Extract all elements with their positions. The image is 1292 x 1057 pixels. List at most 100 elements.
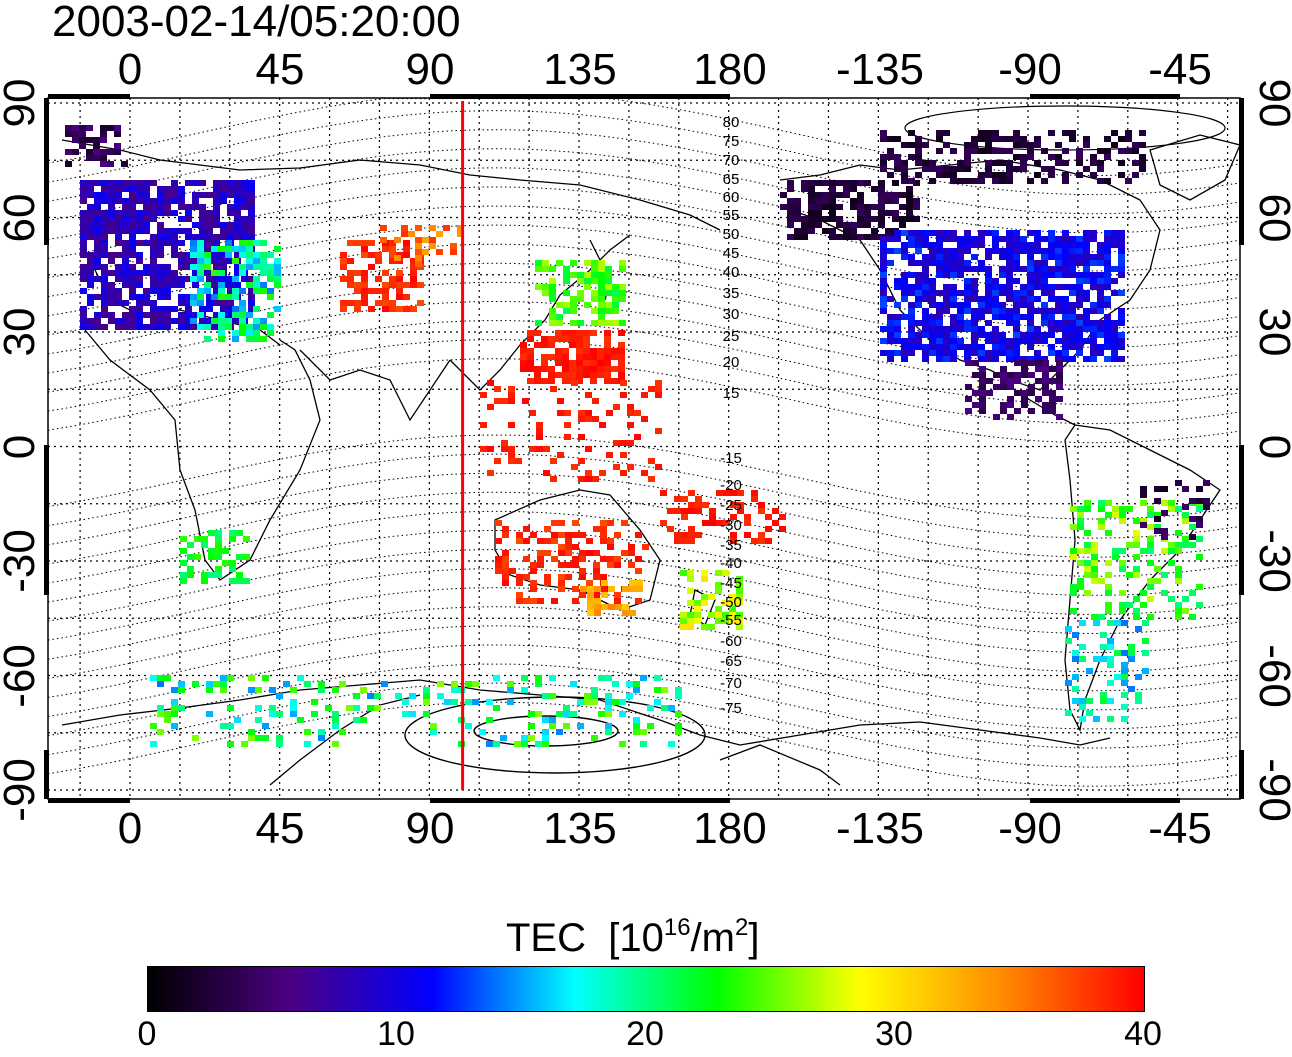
tec-patch — [957, 338, 964, 344]
tec-patch — [915, 296, 922, 302]
tec-patch — [260, 252, 267, 258]
tec-patch — [985, 296, 992, 302]
tec-patch — [541, 366, 548, 372]
tec-patch — [1090, 338, 1097, 344]
tec-patch — [530, 562, 537, 568]
tec-patch — [964, 356, 971, 362]
tec-patch — [572, 532, 579, 538]
tec-patch — [716, 520, 723, 526]
tec-patch — [353, 717, 360, 723]
tec-patch — [368, 240, 375, 246]
tec-patch — [541, 360, 548, 366]
tec-patch — [634, 434, 641, 440]
tec-patch — [178, 318, 185, 324]
tec-patch — [1062, 266, 1069, 272]
tec-patch — [1196, 516, 1203, 522]
tec-patch — [999, 266, 1006, 272]
tec-patch — [1055, 142, 1062, 148]
tec-patch — [1070, 554, 1077, 560]
tec-patch — [1083, 278, 1090, 284]
tec-patch — [409, 693, 416, 699]
tec-patch — [667, 508, 674, 514]
tec-patch — [957, 290, 964, 296]
tec-patch — [101, 240, 108, 246]
tec-patch — [192, 735, 199, 741]
tec-patch — [1140, 590, 1147, 596]
tec-patch — [985, 356, 992, 362]
tec-patch — [922, 320, 929, 326]
tec-patch — [584, 302, 591, 308]
tec-patch — [87, 282, 94, 288]
tec-patch — [687, 624, 694, 630]
tec-patch — [957, 166, 964, 172]
tec-patch — [241, 234, 248, 240]
coastline — [1149, 134, 1241, 201]
tec-patch — [1027, 254, 1034, 260]
tec-patch — [87, 210, 94, 216]
tec-patch — [1020, 290, 1027, 296]
tec-patch — [736, 582, 743, 588]
tec-patch — [1168, 560, 1175, 566]
tec-patch — [628, 544, 635, 550]
tec-patch — [880, 248, 887, 254]
tec-patch — [894, 160, 901, 166]
tec-patch — [150, 210, 157, 216]
tec-patch — [985, 272, 992, 278]
tec-patch — [101, 252, 108, 258]
tec-patch — [999, 314, 1006, 320]
tec-patch — [708, 594, 715, 600]
tec-patch — [1013, 242, 1020, 248]
tec-patch — [578, 458, 585, 464]
tec-patch — [597, 366, 604, 372]
tec-patch — [248, 294, 255, 300]
tec-patch — [157, 324, 164, 330]
tec-patch — [1175, 572, 1182, 578]
tec-patch — [864, 216, 871, 222]
tec-patch — [614, 598, 621, 604]
tec-patch — [150, 300, 157, 306]
tec-patch — [887, 136, 894, 142]
tec-patch — [1041, 308, 1048, 314]
tec-patch — [1006, 230, 1013, 236]
tec-patch — [157, 228, 164, 234]
tec-patch — [171, 210, 178, 216]
tec-patch — [429, 225, 436, 231]
tec-patch — [1076, 236, 1083, 242]
tec-patch — [86, 149, 93, 155]
tec-patch — [612, 302, 619, 308]
tec-patch — [936, 314, 943, 320]
tec-patch — [185, 300, 192, 306]
tec-patch — [100, 131, 107, 137]
tec-patch — [585, 446, 592, 452]
tec-patch — [1055, 160, 1062, 166]
tec-patch — [1014, 360, 1021, 366]
tec-patch — [572, 562, 579, 568]
tec-patch — [108, 216, 115, 222]
tec-patch — [908, 178, 915, 184]
tec-patch — [908, 242, 915, 248]
tec-patch — [636, 586, 643, 592]
tec-patch — [1027, 302, 1034, 308]
tec-patch — [185, 234, 192, 240]
tec-patch — [508, 386, 515, 392]
tec-patch — [1062, 314, 1069, 320]
tec-patch — [880, 266, 887, 272]
tec-patch — [535, 266, 542, 272]
tec-patch — [1062, 230, 1069, 236]
tec-patch — [1065, 710, 1072, 716]
tec-patch — [171, 198, 178, 204]
tec-patch — [1147, 578, 1154, 584]
tec-patch — [1097, 320, 1104, 326]
tec-patch — [396, 288, 403, 294]
tec-patch — [1069, 242, 1076, 248]
tec-patch — [936, 136, 943, 142]
tec-patch — [1034, 242, 1041, 248]
tec-patch — [218, 312, 225, 318]
tec-patch — [415, 249, 422, 255]
tec-patch — [594, 586, 601, 592]
tec-patch — [1083, 314, 1090, 320]
tec-patch — [971, 278, 978, 284]
tec-patch — [600, 520, 607, 526]
tec-patch — [563, 302, 570, 308]
tec-patch — [901, 172, 908, 178]
